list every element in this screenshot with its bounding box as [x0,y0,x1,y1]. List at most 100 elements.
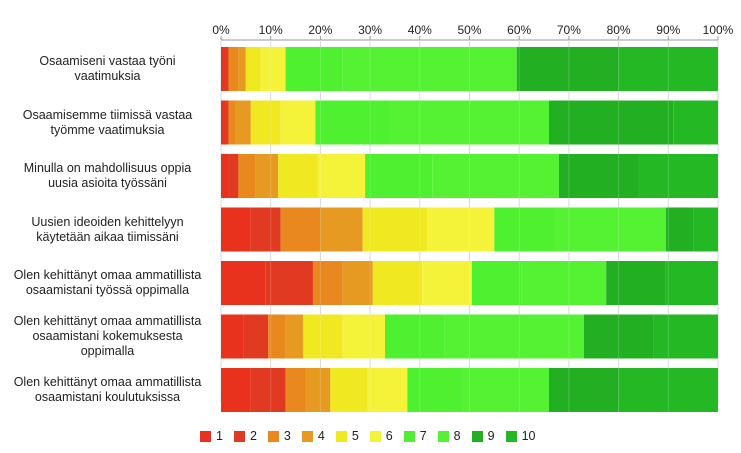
bar-segment [553,207,666,252]
legend-item: 10 [505,429,536,443]
bar-segment [280,100,316,145]
bar-segment [606,261,666,305]
bar-segment [268,314,286,359]
bar-segment [320,207,363,252]
bar-segment [280,207,321,252]
legend-swatch [301,430,313,442]
legend-item: 5 [335,429,359,443]
category-label-line: Minulla on mahdollisuus oppia [23,161,192,175]
bar-segment [494,207,554,252]
category-label-line: työmme vaatimuksia [50,122,165,137]
bar-segment [549,100,674,145]
category-label: Minulla on mahdollisuus oppia uusia asioi… [5,161,210,191]
legend-item: 9 [471,429,495,443]
bar-segment [221,207,251,252]
legend-swatch [267,430,279,442]
bar-segment [618,47,718,91]
legend-item: 7 [403,429,427,443]
bar-segment [315,100,390,145]
legend-item: 1 [200,429,223,443]
x-tick-label: 0% [212,23,230,37]
bar-segment [228,100,236,145]
legend-label: 7 [419,429,427,443]
x-axis: 0% 10% 20% 30% 40% 50% 60% 70% 80% 90% 100% [212,23,734,40]
legend-swatch [369,430,381,442]
x-tick-label: 60% [507,23,531,37]
category-label-line: Osaamisemme tiimissä vastaa [22,107,193,122]
category-label-line: käytetään aikaa tiimissäni [36,229,179,244]
category-label-line: osaamistani koulutuksissa [34,390,181,404]
category-label-line: oppimalla [80,344,135,358]
x-tick-label: 80% [607,23,631,37]
bar-segment [367,368,408,412]
x-tick-label: 90% [656,23,680,37]
bar-segment [317,154,366,198]
category-label-line: Olen kehittänyt omaa ammatillista [13,314,202,328]
bar-segment [221,100,224,145]
bar-segment [330,368,368,412]
legend-label: 5 [351,429,359,443]
bar-segment [221,261,266,305]
legend-swatch [335,430,347,442]
x-tick-label: 10% [259,23,283,37]
legend-item: 6 [369,429,393,443]
category-label-line: Uusien ideoiden kehittelyyn [31,214,184,229]
x-tick-label: 30% [358,23,382,37]
legend-swatch [200,430,211,442]
bar-segment [228,154,239,198]
category-label: Osaamisemme tiimissä vastaa työmme vaatim… [5,108,210,138]
bar-segment [278,154,318,198]
bars [221,47,718,412]
legend-swatch [437,430,449,442]
legend-label: 2 [249,429,257,443]
legend-swatch [403,430,415,442]
bar-segment [618,368,718,412]
x-tick-label: 50% [457,23,481,37]
category-label: Olen kehittänyt omaa ammatillista osaamis… [5,375,210,405]
bar-segment [285,368,306,412]
bar-segment [303,314,343,359]
bar-segment [238,47,246,91]
legend-label: 10 [521,429,536,443]
legend: 1 2 3 4 5 6 7 8 9 10 [200,426,540,446]
bar-segment [342,314,386,359]
bar-segment [583,314,654,359]
category-label-line: Olen kehittänyt omaa ammatillista [13,375,202,389]
bar-segment [362,207,428,252]
bar-segment [427,207,495,252]
bar-segment [285,314,304,359]
bar-segment [221,47,224,91]
legend-label: 9 [487,429,495,443]
bar-segment [250,207,281,252]
bar-segment [223,100,229,145]
bar-segment [407,368,463,412]
bar-segment [223,47,229,91]
bar-segment [228,47,239,91]
legend-item: 2 [233,429,257,443]
legend-swatch [471,430,483,442]
bar-segment [312,261,343,305]
bar-segment [221,368,251,412]
legend-item: 8 [437,429,461,443]
x-tick-label: 70% [557,23,581,37]
legend-item: 4 [301,429,325,443]
category-label: Olen kehittänyt omaa ammatillista osaamis… [5,268,210,298]
bar-segment [342,47,517,91]
bar-segment [235,100,251,145]
bar-segment [432,154,559,198]
bar-segment [389,100,550,145]
category-label-line: uusia asioita työssäni [48,176,167,190]
category-label: Olen kehittänyt omaa ammatillista osaamis… [5,314,210,359]
bar-segment [422,261,472,305]
category-label-line: osaamistani työssä oppimalla [25,283,190,297]
category-label-line: osaamistani kokemuksesta [32,329,183,343]
bar-segment [372,261,423,305]
bar-segment [693,207,718,252]
legend-swatch [505,430,517,442]
bar-segment [260,47,286,91]
x-tick-label: 40% [408,23,432,37]
bar-segment [516,47,619,91]
bar-segment [638,154,718,198]
category-label: Osaamiseni vastaa työni vaatimuksia [5,54,210,84]
bar-segment [238,154,256,198]
